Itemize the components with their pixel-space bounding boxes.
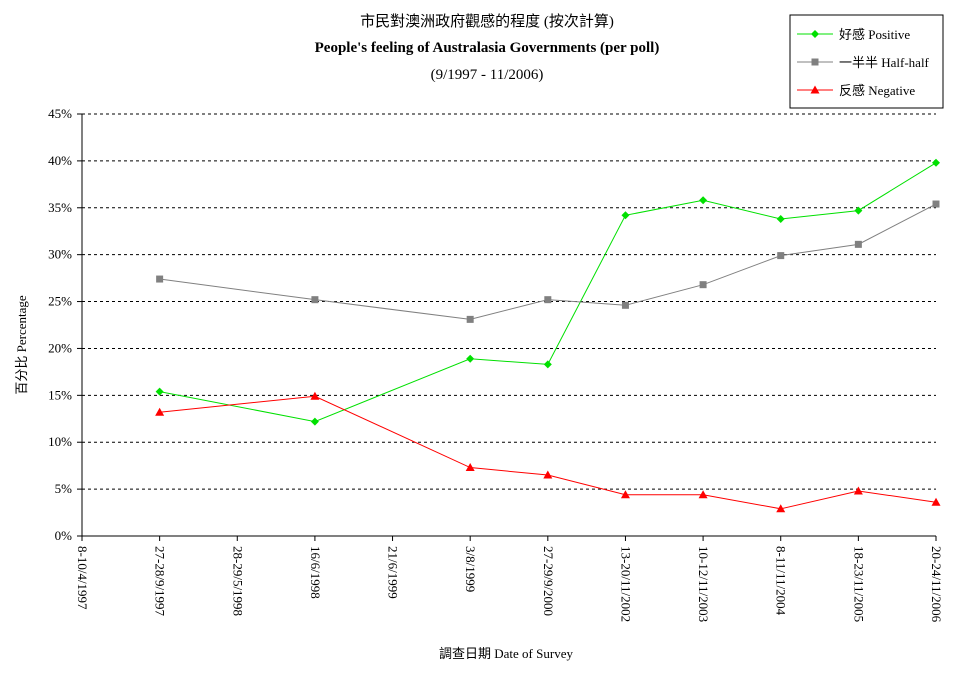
legend-item-half-half: 一半半 Half-half [797, 55, 930, 70]
data-point-half-half [544, 296, 552, 304]
chart-title-english: People's feeling of Australasia Governme… [315, 40, 660, 56]
data-point-positive [310, 417, 319, 426]
data-point-negative [620, 490, 630, 499]
data-point-positive [854, 206, 863, 215]
legend-marker-half-half [811, 58, 819, 66]
x-tick-label: 16/6/1998 [308, 546, 323, 599]
data-point-half-half [466, 315, 474, 323]
x-tick-label: 8-11/11/2004 [774, 546, 789, 616]
legend-item-positive: 好感 Positive [797, 27, 910, 42]
y-tick-label: 35% [48, 200, 72, 215]
y-tick-label: 15% [48, 387, 72, 402]
data-point-half-half [932, 200, 940, 208]
x-tick-label: 18-23/11/2005 [851, 546, 866, 622]
x-tick-label: 8-10/4/1997 [75, 546, 90, 610]
data-point-half-half [777, 252, 785, 260]
data-point-negative [155, 407, 165, 416]
data-point-negative [931, 497, 941, 506]
axes [81, 114, 936, 537]
x-tick-label: 3/8/1999 [463, 546, 478, 592]
series-line-negative [159, 395, 937, 510]
data-point-half-half [311, 296, 319, 304]
data-point-negative [776, 504, 786, 513]
y-tick-label: 25% [48, 294, 72, 309]
chart-title-chinese: 市民對澳洲政府觀感的程度 (按次計算) [360, 12, 614, 30]
legend-label-half-half: 一半半 Half-half [839, 55, 930, 70]
y-tick-label: 5% [55, 481, 73, 496]
data-point-negative [465, 463, 475, 472]
chart-subtitle-period: (9/1997 - 11/2006) [431, 67, 544, 83]
y-tick-label: 20% [48, 340, 72, 355]
series-negative [155, 391, 941, 513]
data-point-half-half [621, 301, 629, 309]
legend-marker-negative [810, 85, 820, 94]
x-tick-label: 13-20/11/2002 [618, 546, 633, 622]
x-axis-label: 調查日期 Date of Survey [439, 646, 573, 661]
y-tick-label: 30% [48, 247, 72, 262]
data-point-negative [543, 470, 553, 479]
series-half-half [156, 200, 940, 323]
data-point-positive [776, 215, 785, 224]
x-tick-label: 20-24/11/2006 [929, 546, 944, 623]
data-point-half-half [854, 240, 862, 248]
data-point-positive [621, 211, 630, 220]
x-tick-label: 27-29/9/2000 [541, 546, 556, 616]
x-tick-label: 21/6/1999 [386, 546, 401, 599]
x-tick-label: 27-28/9/1997 [153, 546, 168, 617]
chart-title: 市民對澳洲政府觀感的程度 (按次計算) People's feeling of … [315, 12, 660, 83]
data-point-half-half [699, 281, 707, 289]
data-point-negative [698, 490, 708, 499]
data-point-positive [699, 196, 708, 205]
legend-marker-positive [811, 30, 819, 38]
x-tick-label: 28-29/5/1998 [230, 546, 245, 616]
data-point-half-half [156, 275, 164, 283]
data-point-positive [543, 360, 552, 369]
y-tick-label: 45% [48, 106, 72, 121]
data-point-positive [466, 354, 475, 363]
data-point-positive [155, 387, 164, 396]
legend-label-negative: 反感 Negative [839, 83, 915, 98]
data-point-positive [932, 158, 940, 167]
data-point-negative [853, 486, 863, 495]
y-tick-label: 0% [55, 528, 73, 543]
legend: 好感 Positive 一半半 Half-half 反感 Negative [789, 14, 944, 109]
y-axis-label: 百分比 Percentage [14, 295, 29, 395]
series-line-positive [159, 162, 937, 423]
legend-item-negative: 反感 Negative [797, 83, 915, 98]
data-point-negative [310, 391, 320, 400]
series-positive [155, 158, 940, 426]
series-lines [155, 158, 941, 513]
y-tick-label: 10% [48, 434, 72, 449]
y-tick-label: 40% [48, 153, 72, 168]
x-axis-ticks: 8-10/4/1997 27-28/9/1997 28-29/5/1998 16/6/… [75, 536, 944, 623]
x-tick-label: 10-12/11/2003 [696, 546, 711, 622]
y-axis-ticks: 0% 5% 10% 15% 20% 25% 30% 35% 40% 45% [48, 106, 82, 543]
grid-lines [82, 113, 936, 490]
legend-label-positive: 好感 Positive [839, 27, 910, 42]
